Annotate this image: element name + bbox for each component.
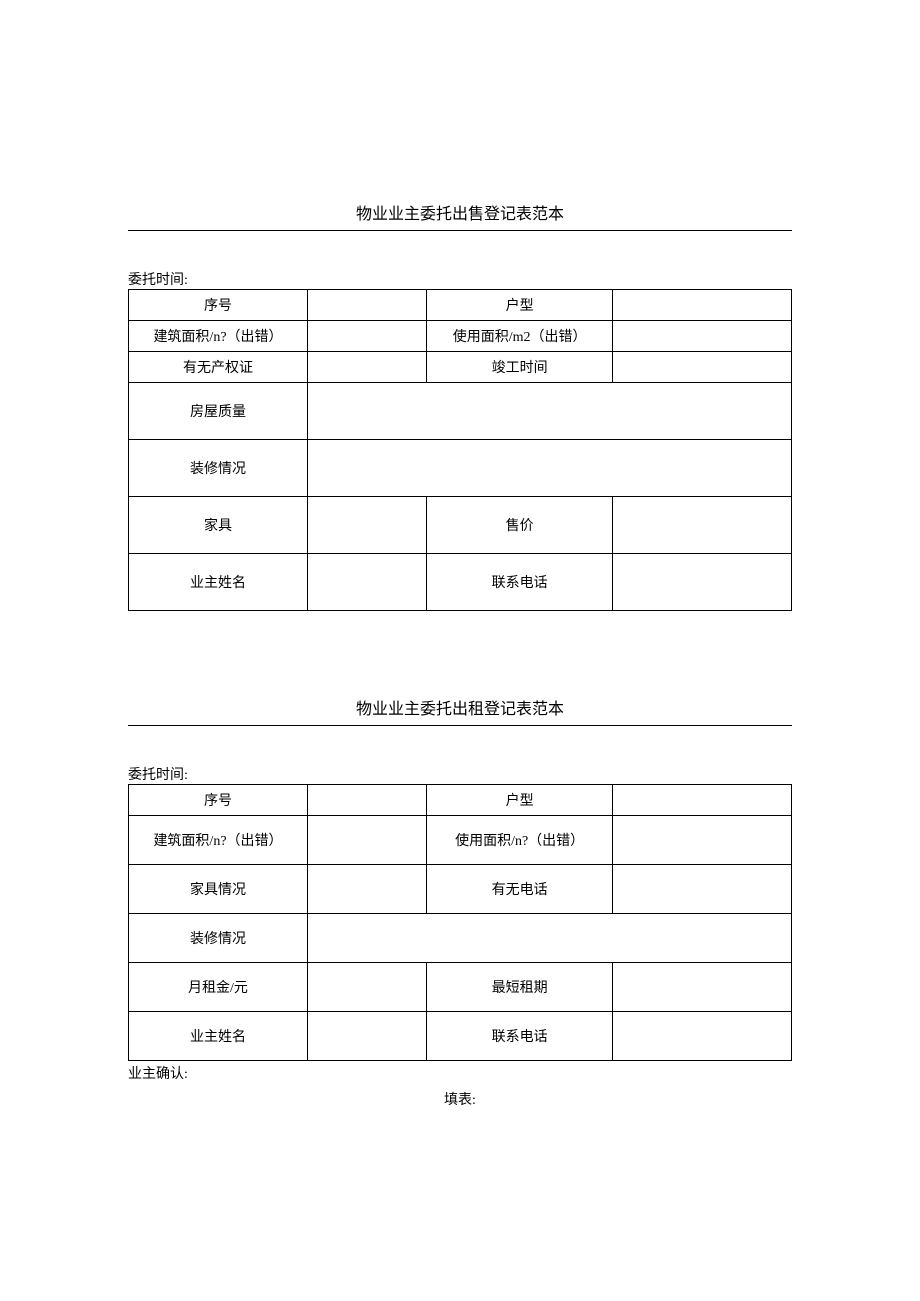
row-value: [308, 383, 792, 440]
row-label: 建筑面积/n?（出错）: [129, 816, 308, 865]
row-value: [612, 963, 791, 1012]
row-label: 业主姓名: [129, 554, 308, 611]
row-label: 序号: [129, 785, 308, 816]
section2-title: 物业业主委托出租登记表范本: [128, 695, 792, 726]
row-value: [308, 785, 427, 816]
row-label: 使用面积/m2（出错）: [427, 321, 613, 352]
section1-title-text: 物业业主委托出售登记表范本: [348, 200, 572, 224]
row-label: 户型: [427, 785, 613, 816]
section1-time-label: 委托时间:: [128, 269, 792, 289]
row-value: [308, 554, 427, 611]
row-value: [612, 290, 791, 321]
row-label: 使用面积/n?（出错）: [427, 816, 613, 865]
row-label: 业主姓名: [129, 1012, 308, 1061]
table-row: 建筑面积/n?（出错） 使用面积/m2（出错）: [129, 321, 792, 352]
row-value: [612, 1012, 791, 1061]
row-value: [612, 785, 791, 816]
owner-confirm-label: 业主确认:: [128, 1063, 792, 1083]
row-value: [308, 497, 427, 554]
table-row: 装修情况: [129, 440, 792, 497]
fill-form-label: 填表:: [128, 1089, 792, 1109]
table-row: 有无产权证 竣工时间: [129, 352, 792, 383]
row-value: [612, 352, 791, 383]
row-value: [308, 1012, 427, 1061]
row-value: [308, 290, 427, 321]
row-value: [612, 497, 791, 554]
table-row: 序号 户型: [129, 785, 792, 816]
row-label: 月租金/元: [129, 963, 308, 1012]
section2-table: 序号 户型 建筑面积/n?（出错） 使用面积/n?（出错） 家具情况 有无电话 …: [128, 784, 792, 1061]
section2-time-label: 委托时间:: [128, 764, 792, 784]
row-value: [612, 554, 791, 611]
table-row: 序号 户型: [129, 290, 792, 321]
row-label: 有无产权证: [129, 352, 308, 383]
table-row: 房屋质量: [129, 383, 792, 440]
row-value: [308, 963, 427, 1012]
row-value: [308, 352, 427, 383]
row-label: 家具: [129, 497, 308, 554]
table-row: 建筑面积/n?（出错） 使用面积/n?（出错）: [129, 816, 792, 865]
row-label: 售价: [427, 497, 613, 554]
section1-table: 序号 户型 建筑面积/n?（出错） 使用面积/m2（出错） 有无产权证 竣工时间…: [128, 289, 792, 611]
row-label: 序号: [129, 290, 308, 321]
row-value: [612, 816, 791, 865]
row-value: [612, 865, 791, 914]
row-value: [612, 321, 791, 352]
section2-title-text: 物业业主委托出租登记表范本: [348, 695, 572, 719]
row-label: 有无电话: [427, 865, 613, 914]
row-label: 房屋质量: [129, 383, 308, 440]
row-label: 家具情况: [129, 865, 308, 914]
table-row: 月租金/元 最短租期: [129, 963, 792, 1012]
table-row: 业主姓名 联系电话: [129, 554, 792, 611]
row-label: 联系电话: [427, 554, 613, 611]
table-row: 业主姓名 联系电话: [129, 1012, 792, 1061]
row-value: [308, 816, 427, 865]
row-value: [308, 440, 792, 497]
row-label: 联系电话: [427, 1012, 613, 1061]
row-value: [308, 914, 792, 963]
table-row: 家具情况 有无电话: [129, 865, 792, 914]
table-row: 装修情况: [129, 914, 792, 963]
row-label: 装修情况: [129, 914, 308, 963]
row-label: 户型: [427, 290, 613, 321]
row-value: [308, 321, 427, 352]
row-label: 最短租期: [427, 963, 613, 1012]
row-value: [308, 865, 427, 914]
row-label: 装修情况: [129, 440, 308, 497]
row-label: 建筑面积/n?（出错）: [129, 321, 308, 352]
section1-title: 物业业主委托出售登记表范本: [128, 200, 792, 231]
table-row: 家具 售价: [129, 497, 792, 554]
row-label: 竣工时间: [427, 352, 613, 383]
